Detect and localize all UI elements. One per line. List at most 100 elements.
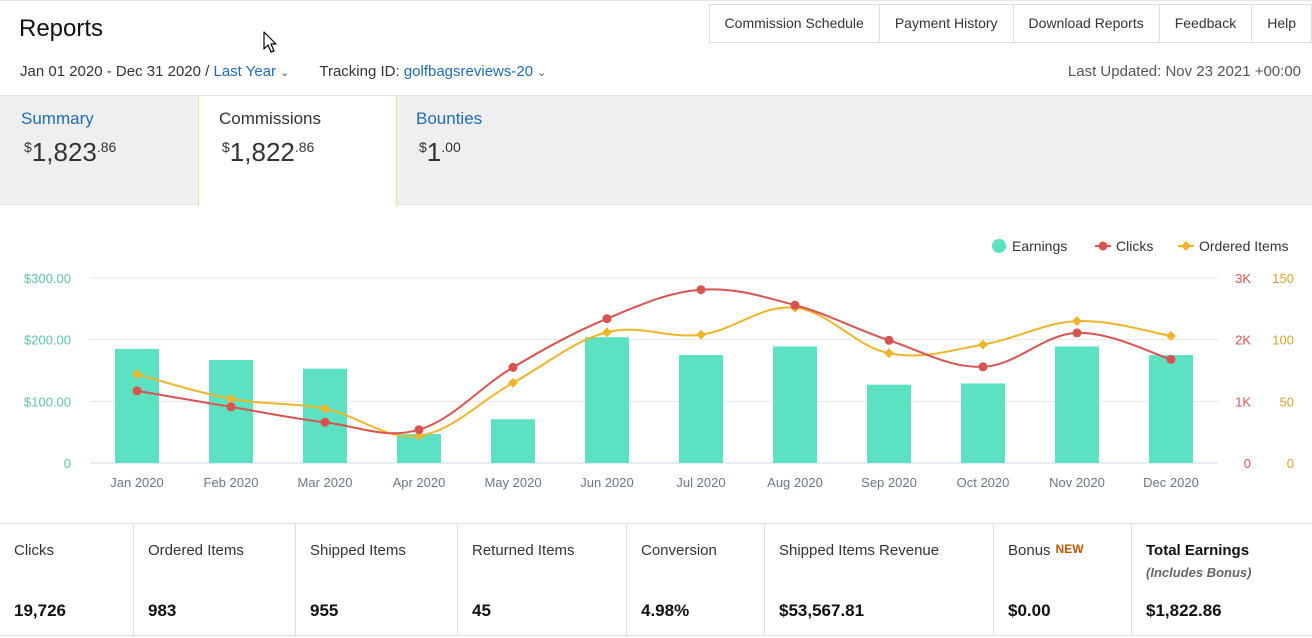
tracking-id[interactable]: golfbagsreviews-20 xyxy=(403,63,534,80)
y-tick-ordered: 150 xyxy=(1272,271,1294,286)
stat-value: $53,567.81 xyxy=(779,601,865,620)
commission-schedule-button[interactable]: Commission Schedule xyxy=(710,5,880,42)
bar-earnings xyxy=(491,419,535,463)
stat-value: $1,822.86 xyxy=(1146,601,1222,620)
stat-shipped-items: Shipped Items 955 xyxy=(296,524,458,635)
stat-label: Shipped Items Revenue xyxy=(779,542,940,559)
new-badge: NEW xyxy=(1055,542,1084,556)
point-clicks xyxy=(226,402,236,412)
x-tick-label: Jun 2020 xyxy=(580,475,634,490)
tracking-label: Tracking ID: xyxy=(319,63,400,80)
legend-label-clicks: Clicks xyxy=(1116,238,1153,254)
bar-earnings xyxy=(1055,346,1099,463)
point-clicks xyxy=(132,386,142,396)
point-clicks xyxy=(978,362,988,372)
point-ordered-items xyxy=(132,369,142,380)
x-tick-label: Nov 2020 xyxy=(1049,475,1105,490)
tab-label[interactable]: Summary xyxy=(21,109,94,128)
y-tick-clicks: 3K xyxy=(1235,271,1251,286)
stat-clicks: Clicks 19,726 xyxy=(0,524,134,635)
x-tick-label: Oct 2020 xyxy=(957,475,1010,490)
stat-label: Returned Items xyxy=(472,542,575,559)
stat-label: Ordered Items xyxy=(148,542,244,559)
period-link[interactable]: Last Year xyxy=(213,63,277,80)
stat-label: Shipped Items xyxy=(310,542,406,559)
filter-row: Jan 01 2020 - Dec 31 2020 / Last Year ⌄ T… xyxy=(20,63,546,80)
bar-earnings xyxy=(303,368,347,463)
stat-ordered-items: Ordered Items 983 xyxy=(134,524,296,635)
x-tick-label: Dec 2020 xyxy=(1143,475,1199,490)
top-nav: Commission Schedule Payment History Down… xyxy=(708,4,1312,43)
stat-value: 4.98% xyxy=(641,601,690,620)
bar-earnings xyxy=(209,360,253,463)
stat-label: Bonus NEW xyxy=(1008,542,1084,559)
point-ordered-items xyxy=(1166,331,1176,341)
summary-tabs: Summary $1,823.86 Commissions $1,822.86 … xyxy=(0,95,1312,226)
y-tick-clicks: 1K xyxy=(1235,394,1251,409)
point-clicks xyxy=(508,362,518,372)
y-tick-left: $200.00 xyxy=(24,333,71,348)
bar-earnings xyxy=(1149,355,1193,463)
help-button[interactable]: Help xyxy=(1252,5,1312,42)
x-tick-label: May 2020 xyxy=(484,475,541,490)
last-updated: Last Updated: Nov 23 2021 +00:00 xyxy=(1067,63,1301,80)
stats-bar: Clicks 19,726 Ordered Items 983 Shipped … xyxy=(0,523,1312,636)
legend-marker-earnings xyxy=(992,239,1006,253)
legend-marker-ordered xyxy=(1181,241,1191,251)
period-dropdown[interactable]: Last Year ⌄ xyxy=(213,63,289,80)
stat-total-earnings: Total Earnings (Includes Bonus) $1,822.8… xyxy=(1132,524,1312,635)
bar-earnings xyxy=(585,337,629,463)
x-tick-label: Jul 2020 xyxy=(676,475,725,490)
y-tick-clicks: 0 xyxy=(1244,456,1251,471)
legend-label-earnings: Earnings xyxy=(1012,238,1067,254)
stat-value: $0.00 xyxy=(1008,601,1051,620)
download-reports-button[interactable]: Download Reports xyxy=(1014,5,1160,42)
tab-commissions[interactable]: Commissions $1,822.86 xyxy=(198,96,397,226)
stat-value: 19,726 xyxy=(14,601,66,620)
x-tick-label: Apr 2020 xyxy=(393,475,446,490)
tracking-id-dropdown[interactable]: golfbagsreviews-20 ⌄ xyxy=(404,63,546,80)
stat-bonus: Bonus NEW $0.00 xyxy=(994,524,1132,635)
chevron-down-icon[interactable]: ⌄ xyxy=(537,67,547,79)
point-clicks xyxy=(320,417,330,427)
bar-earnings xyxy=(961,383,1005,463)
tab-label[interactable]: Bounties xyxy=(416,109,483,128)
stat-sub: (Includes Bonus) xyxy=(1146,565,1252,580)
page-title: Reports xyxy=(19,15,104,42)
point-clicks xyxy=(1072,328,1082,338)
payment-history-button[interactable]: Payment History xyxy=(880,5,1014,42)
bar-earnings xyxy=(115,348,159,463)
chevron-down-icon[interactable]: ⌄ xyxy=(280,67,290,79)
point-ordered-items xyxy=(884,348,894,359)
feedback-button[interactable]: Feedback xyxy=(1160,5,1253,42)
x-tick-label: Aug 2020 xyxy=(767,475,823,490)
legend-label-ordered: Ordered Items xyxy=(1199,238,1288,254)
point-clicks xyxy=(884,335,894,345)
point-ordered-items xyxy=(226,393,236,404)
stat-value: 983 xyxy=(148,601,177,620)
point-clicks xyxy=(414,425,424,435)
stat-value: 45 xyxy=(472,601,491,620)
tab-label[interactable]: Commissions xyxy=(219,109,322,128)
tab-bounties[interactable]: Bounties $1.00 xyxy=(397,96,597,206)
point-ordered-items xyxy=(508,377,518,388)
stat-conversion: Conversion 4.98% xyxy=(627,524,765,635)
bar-earnings xyxy=(679,355,723,463)
y-tick-ordered: 0 xyxy=(1287,456,1294,471)
stat-value: 955 xyxy=(310,601,339,620)
stat-returned-items: Returned Items 45 xyxy=(458,524,627,635)
y-tick-ordered: 100 xyxy=(1272,333,1294,348)
point-ordered-items xyxy=(978,339,988,350)
date-range: Jan 01 2020 - Dec 31 2020 / xyxy=(20,63,210,80)
bar-earnings xyxy=(867,384,911,463)
y-tick-left: $100.00 xyxy=(24,394,71,409)
chart-svg: 0 $100.00 $200.00 $300.00 0 1K 2K 3K 0 50 100 150 Ja… xyxy=(24,238,1294,490)
bar-earnings xyxy=(773,346,817,463)
legend-marker-clicks xyxy=(1098,241,1108,251)
report-header: Reports Jan 01 2020 - Dec 31 2020 / Last… xyxy=(0,0,1312,95)
point-clicks xyxy=(602,314,612,324)
tab-summary[interactable]: Summary $1,823.86 xyxy=(0,96,198,206)
point-ordered-items xyxy=(1072,316,1082,327)
stat-label: Conversion xyxy=(641,542,717,559)
stat-label: Total Earnings xyxy=(1146,542,1250,559)
